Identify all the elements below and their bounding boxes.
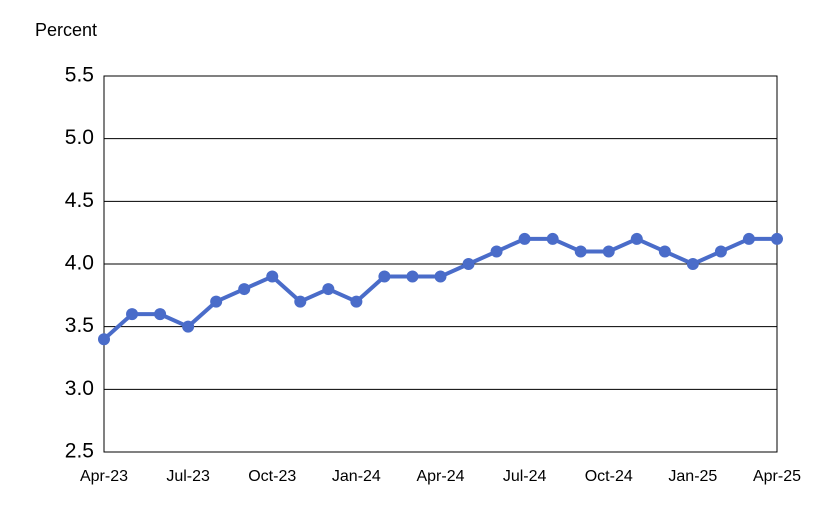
y-axis-label: Percent xyxy=(35,20,97,40)
data-point xyxy=(182,320,195,333)
data-point xyxy=(434,270,447,283)
data-point xyxy=(742,232,755,245)
data-point xyxy=(378,270,391,283)
data-point xyxy=(294,295,307,308)
data-point xyxy=(238,283,251,296)
data-point xyxy=(602,245,615,258)
x-tick-label: Oct-24 xyxy=(585,468,633,485)
x-tick-label: Jan-24 xyxy=(332,468,381,485)
data-point xyxy=(686,258,699,270)
data-point xyxy=(630,232,643,245)
data-point xyxy=(210,295,223,308)
y-tick-label: 2.5 xyxy=(65,440,94,463)
data-point xyxy=(126,308,139,321)
y-tick-label: 5.5 xyxy=(65,64,94,87)
x-tick-label: Jul-24 xyxy=(503,468,547,485)
data-line xyxy=(102,236,777,341)
x-tick-label: Oct-23 xyxy=(248,468,296,485)
y-tick-label: 3.0 xyxy=(65,377,94,400)
y-tick-label: 3.5 xyxy=(65,314,94,337)
x-tick-label: Apr-24 xyxy=(416,468,464,485)
data-point xyxy=(546,232,559,245)
data-point xyxy=(771,232,783,245)
data-point xyxy=(322,283,335,296)
y-tick-label: 5.0 xyxy=(65,126,94,149)
data-point xyxy=(406,270,419,283)
plot-frame xyxy=(103,75,778,453)
y-tick-label: 4.5 xyxy=(65,189,94,212)
data-point xyxy=(714,245,727,258)
x-tick-label: Apr-25 xyxy=(753,468,801,485)
data-point xyxy=(658,245,671,258)
x-tick-label: Apr-23 xyxy=(80,468,128,485)
data-point xyxy=(574,245,587,258)
data-point xyxy=(98,333,110,346)
data-point xyxy=(350,295,363,308)
data-point xyxy=(518,232,531,245)
data-point xyxy=(490,245,503,258)
data-point xyxy=(154,308,167,321)
data-point xyxy=(462,258,475,270)
x-tick-label: Jul-23 xyxy=(166,468,210,485)
x-tick-label: Jan-25 xyxy=(668,468,717,485)
data-point xyxy=(266,270,279,283)
y-tick-label: 4.0 xyxy=(65,252,94,275)
